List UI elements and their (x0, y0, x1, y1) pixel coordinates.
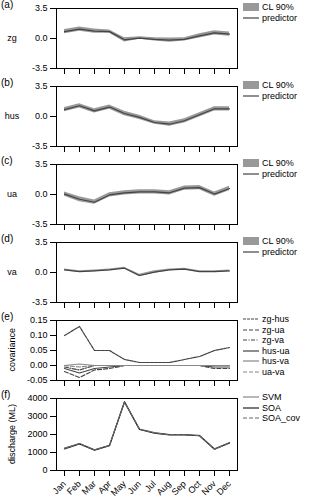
html-text:predictor: predictor (262, 12, 297, 23)
svg-text:Feb: Feb (65, 479, 83, 497)
svg-text:2000: 2000 (27, 429, 47, 439)
svg-text:0.0: 0.0 (35, 189, 48, 199)
html-text:SOA: SOA (262, 402, 281, 413)
svg-text:-3.5: -3.5 (32, 219, 48, 229)
html-text:SVM: SVM (262, 392, 282, 403)
svg-text:Jun: Jun (126, 479, 143, 496)
svg-text:Jan: Jan (51, 479, 68, 496)
svg-text:1000: 1000 (27, 447, 47, 457)
html-text:(e): (e) (1, 311, 14, 322)
html-text:discharge (ML): discharge (ML) (7, 404, 17, 464)
html-text:zg-va: zg-va (262, 335, 284, 346)
svg-text:-3.5: -3.5 (32, 297, 48, 307)
html-text:predictor: predictor (262, 90, 297, 101)
html-text:hus-va: hus-va (262, 356, 289, 367)
svg-text:-3.5: -3.5 (32, 141, 48, 151)
svg-text:0.0: 0.0 (35, 267, 48, 277)
html-text:ua: ua (7, 189, 17, 199)
html-text:predictor: predictor (262, 246, 297, 257)
svg-text:0.0: 0.0 (35, 111, 48, 121)
svg-text:0.05: 0.05 (30, 345, 48, 355)
html-text:(f): (f) (1, 389, 11, 400)
svg-text:0.10: 0.10 (30, 330, 48, 340)
svg-text:0.0: 0.0 (35, 33, 48, 43)
html-text:va: va (7, 267, 17, 277)
html-text:(b): (b) (1, 77, 14, 88)
svg-text:Apr: Apr (96, 478, 113, 496)
svg-text:3.5: 3.5 (35, 159, 48, 169)
svg-text:-0.05: -0.05 (27, 375, 48, 385)
html-text:CL 90%: CL 90% (262, 158, 294, 169)
svg-text:Mar: Mar (80, 479, 98, 497)
html-text:CL 90%: CL 90% (262, 236, 294, 247)
svg-text:3.5: 3.5 (35, 237, 48, 247)
html-text:hus-ua: hus-ua (262, 345, 290, 356)
html-text:CL 90%: CL 90% (262, 80, 294, 91)
html-text:(a): (a) (1, 0, 14, 10)
svg-text:Aug: Aug (155, 479, 173, 497)
svg-text:Oct: Oct (186, 478, 203, 495)
svg-text:3000: 3000 (27, 411, 47, 421)
html-text:predictor: predictor (262, 168, 297, 179)
svg-text:Sep: Sep (170, 479, 188, 497)
html-text:zg-ua: zg-ua (262, 324, 285, 335)
svg-text:Dec: Dec (215, 478, 234, 497)
html-text:CL 90%: CL 90% (262, 2, 294, 13)
html-text:(d): (d) (1, 233, 14, 244)
html-text:ua-va: ua-va (262, 366, 285, 377)
html-text:zg-hus: zg-hus (262, 314, 289, 325)
svg-text:-3.5: -3.5 (32, 63, 48, 73)
svg-text:May: May (108, 478, 128, 498)
svg-text:0: 0 (42, 465, 47, 475)
html-text:zg: zg (7, 33, 17, 43)
svg-text:3.5: 3.5 (35, 3, 48, 13)
svg-text:0.00: 0.00 (30, 360, 48, 370)
svg-text:0.15: 0.15 (30, 315, 48, 325)
svg-text:3.5: 3.5 (35, 81, 48, 91)
html-text:SOA_cov: SOA_cov (262, 413, 300, 424)
html-text:covariance: covariance (7, 328, 17, 372)
svg-text:4000: 4000 (27, 393, 47, 403)
html-text:(c): (c) (1, 155, 13, 166)
svg-text:Nov: Nov (199, 478, 218, 498)
svg-text:Jul: Jul (142, 478, 158, 494)
html-text:hus: hus (4, 111, 20, 121)
